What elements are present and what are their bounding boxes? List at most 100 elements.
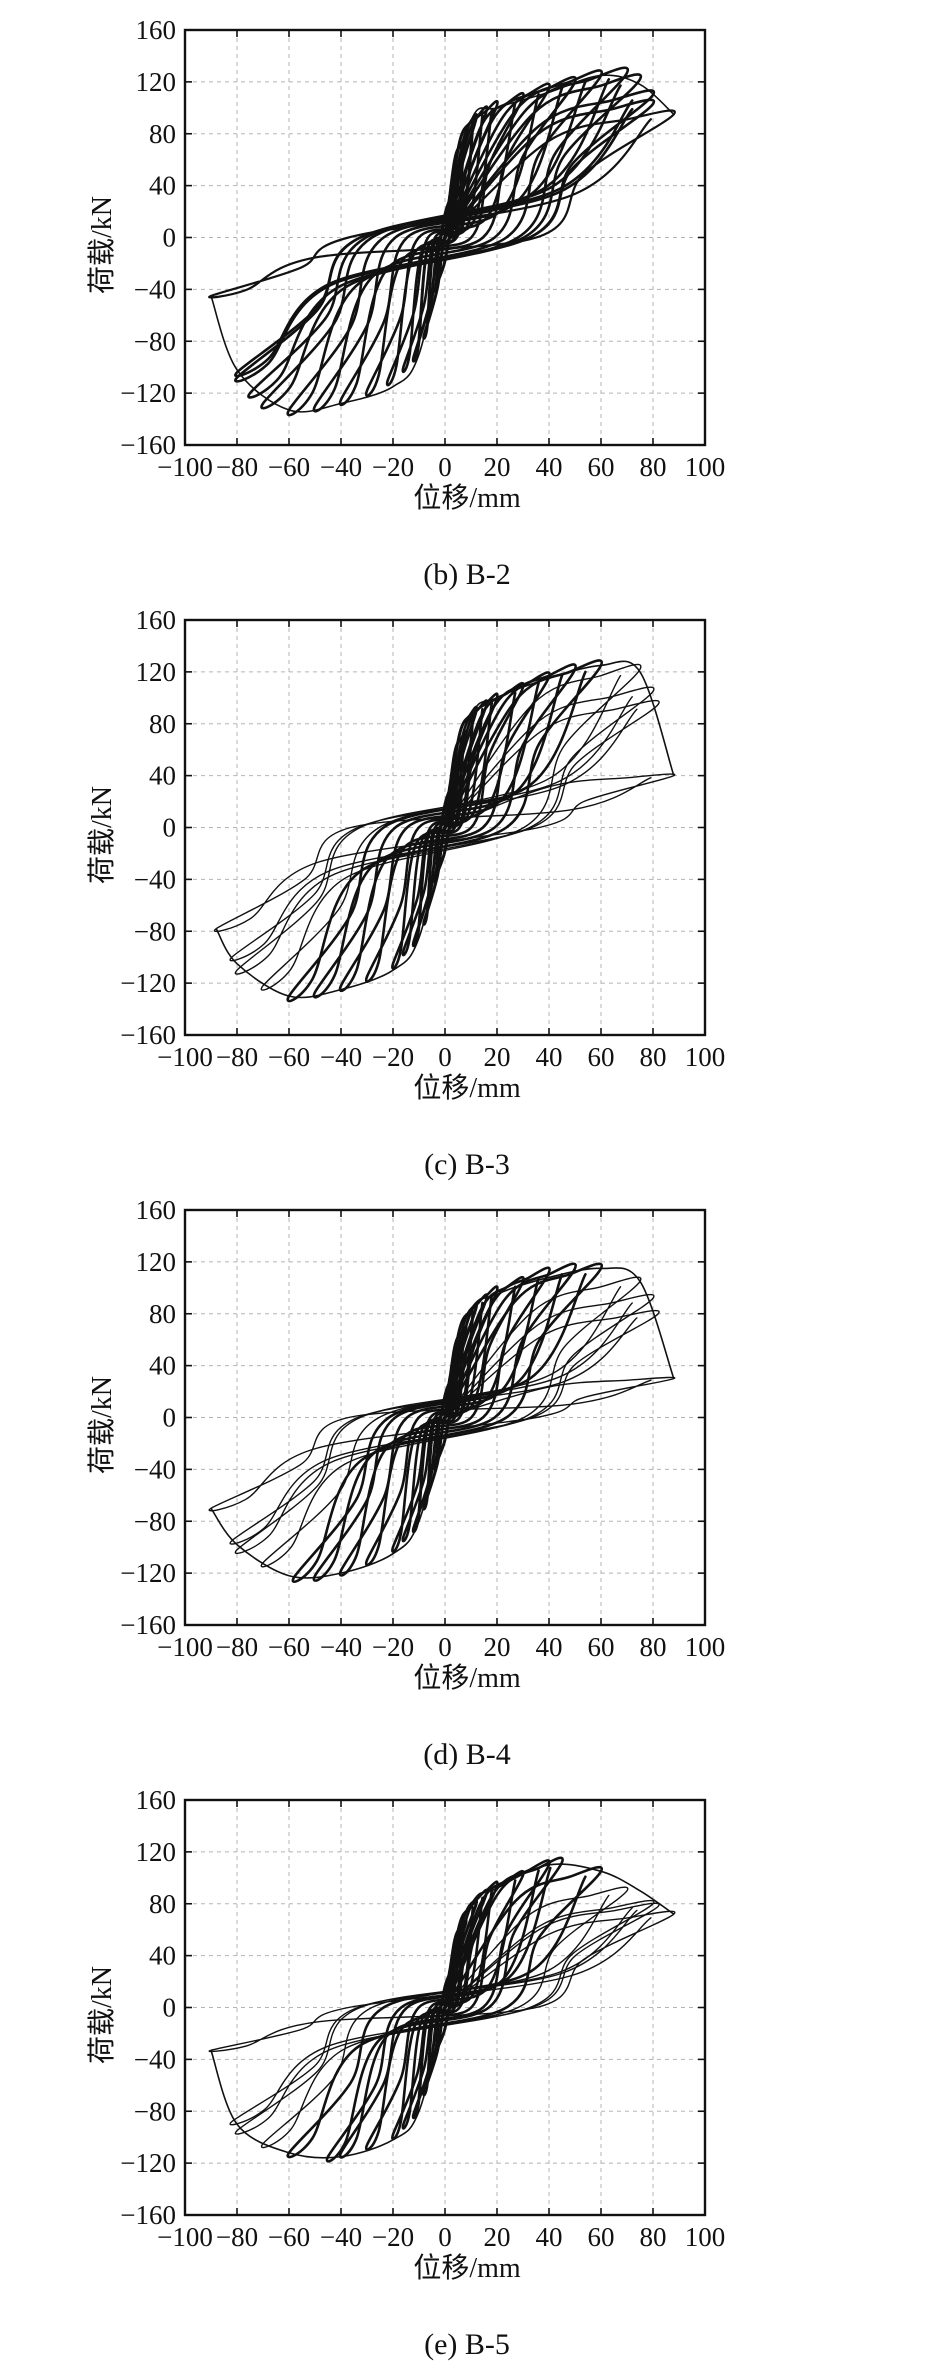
- x-axis-label-b3: 位移/mm: [413, 1073, 521, 1104]
- x-tick-label: −40: [320, 1632, 362, 1662]
- x-tick-label: 0: [438, 1632, 452, 1662]
- y-tick-label: 120: [136, 657, 177, 687]
- hysteresis-plot-b5: −100 −80 −60 −40 −20 0 20 40 60 80 10016012080400−…: [120, 1785, 725, 2252]
- hysteresis-loop: [229, 1902, 660, 2126]
- y-axis-label-b3: 荷载/kN: [87, 786, 118, 885]
- y-tick-label: 160: [136, 1785, 177, 1815]
- x-tick-label: −100: [157, 452, 213, 482]
- x-tick-label: 20: [484, 1632, 511, 1662]
- x-tick-label: 100: [685, 2222, 726, 2252]
- y-tick-label: 0: [163, 813, 177, 843]
- x-tick-label: −80: [216, 452, 258, 482]
- y-tick-label: −120: [120, 378, 176, 408]
- hysteresis-loop: [234, 98, 656, 378]
- skeleton-envelope: [215, 660, 675, 999]
- y-tick-labels: 160 120 80 40 0 −40 −80 −120 −160: [120, 1785, 176, 2230]
- figure-b3: −100 −80 −60 −40 −20 0 20 40 60 80 100 160 120 80 40 0−…: [0, 590, 934, 1185]
- y-tick-label: 120: [136, 1837, 177, 1867]
- hysteresis-loops: [208, 66, 676, 417]
- y-tick-label: −120: [120, 968, 176, 998]
- skeleton-envelope: [210, 1267, 675, 1579]
- x-tick-label: 60: [588, 2222, 615, 2252]
- y-tick-label: −160: [120, 1610, 176, 1640]
- y-tick-label: −40: [134, 864, 176, 894]
- y-tick-label: −160: [120, 2200, 176, 2230]
- x-tick-labels: −100 −80 −60 −40 −20 0 20 40 60 80 100: [157, 2222, 725, 2252]
- y-tick-label: −80: [134, 916, 176, 946]
- x-tick-label: −20: [372, 452, 414, 482]
- y-tick-label: 0: [163, 1403, 177, 1433]
- y-tick-label: 80: [149, 709, 176, 739]
- hysteresis-loop: [208, 1910, 676, 2053]
- x-tick-label: −100: [157, 2222, 213, 2252]
- x-tick-label: −40: [320, 2222, 362, 2252]
- axis-ticks: [184, 619, 706, 1036]
- figure-b4: −100 −80 −60 −40 −20 0 20 40 60 80 100 160 120 80 40 0−…: [0, 1180, 934, 1775]
- x-tick-label: 100: [685, 1632, 726, 1662]
- x-tick-label: 0: [438, 1042, 452, 1072]
- y-tick-label: −120: [120, 2148, 176, 2178]
- x-tick-label: −20: [372, 2222, 414, 2252]
- x-tick-label: −60: [268, 452, 310, 482]
- y-axis-label-b5: 荷载/kN: [87, 1966, 118, 2065]
- x-tick-label: −20: [372, 1042, 414, 1072]
- x-tick-label: 40: [536, 452, 563, 482]
- hysteresis-loops: [208, 1856, 676, 2163]
- y-tick-label: −40: [134, 274, 176, 304]
- x-tick-label: 60: [588, 1042, 615, 1072]
- y-tick-label: −40: [134, 2044, 176, 2074]
- x-tick-label: 60: [588, 452, 615, 482]
- y-tick-label: 40: [149, 761, 176, 791]
- x-tick-label: 40: [536, 1042, 563, 1072]
- x-tick-label: −40: [320, 452, 362, 482]
- x-tick-label: 20: [484, 2222, 511, 2252]
- y-tick-label: 160: [136, 1195, 177, 1225]
- x-tick-label: 60: [588, 1632, 615, 1662]
- y-tick-label: −80: [134, 326, 176, 356]
- y-tick-label: 40: [149, 1941, 176, 1971]
- y-tick-label: −120: [120, 1558, 176, 1588]
- x-tick-label: 20: [484, 452, 511, 482]
- x-tick-label: 40: [536, 1632, 563, 1662]
- y-tick-label: −80: [134, 2096, 176, 2126]
- hysteresis-loop: [391, 1285, 499, 1554]
- x-tick-label: −60: [268, 1042, 310, 1072]
- x-tick-label: 100: [685, 452, 726, 482]
- x-tick-labels: −100 −80 −60 −40 −20 0 20 40 60 80 100: [157, 452, 725, 482]
- y-tick-labels: 160 120 80 40 0 −40 −80 −120 −160: [120, 1195, 176, 1640]
- y-tick-label: 40: [149, 1351, 176, 1381]
- axis-ticks: [184, 1209, 706, 1626]
- hysteresis-loop: [312, 663, 577, 999]
- figure-b5: −100 −80 −60 −40 −20 0 20 40 60 80 100 160 120 80 40 0−…: [0, 1770, 934, 2365]
- hysteresis-loop: [286, 69, 603, 417]
- figure-caption-b5: (e) B-5: [424, 2328, 510, 2361]
- x-tick-label: −80: [216, 1042, 258, 1072]
- y-tick-label: 80: [149, 1299, 176, 1329]
- y-tick-label: 0: [163, 1993, 177, 2023]
- grid-lines: [185, 1210, 705, 1625]
- skeleton-envelope: [210, 1863, 675, 2159]
- y-tick-label: 120: [136, 1247, 177, 1277]
- hysteresis-loop: [229, 699, 660, 962]
- x-axis-label-b4: 位移/mm: [413, 1663, 521, 1694]
- grid-lines: [185, 1800, 705, 2215]
- x-tick-labels: −100 −80 −60 −40 −20 0 20 40 60 80 100: [157, 1042, 725, 1072]
- x-tick-label: 0: [438, 452, 452, 482]
- y-tick-label: −160: [120, 1020, 176, 1050]
- hysteresis-loop: [208, 109, 676, 299]
- figure-caption-b3: (c) B-3: [424, 1148, 510, 1181]
- hysteresis-loop: [391, 692, 499, 970]
- axis-ticks: [184, 29, 706, 446]
- x-tick-label: −20: [372, 1632, 414, 1662]
- x-axis-label-b2: 位移/mm: [413, 483, 521, 514]
- x-tick-label: −80: [216, 2222, 258, 2252]
- x-tick-label: 20: [484, 1042, 511, 1072]
- figure-b2: −100 −80 −60 −40 −20 0 20 40 60 80 100 160 120 80 40 0−…: [0, 0, 934, 595]
- x-tick-labels: −100 −80 −60 −40 −20 0 20 40 60 80 100: [157, 1632, 725, 1662]
- x-axis-label-b5: 位移/mm: [413, 2253, 521, 2284]
- axis-ticks: [184, 1799, 706, 2216]
- hysteresis-loop: [312, 1262, 577, 1582]
- hysteresis-loop: [260, 1276, 642, 1568]
- x-tick-label: −40: [320, 1042, 362, 1072]
- hysteresis-loop: [260, 1886, 629, 2149]
